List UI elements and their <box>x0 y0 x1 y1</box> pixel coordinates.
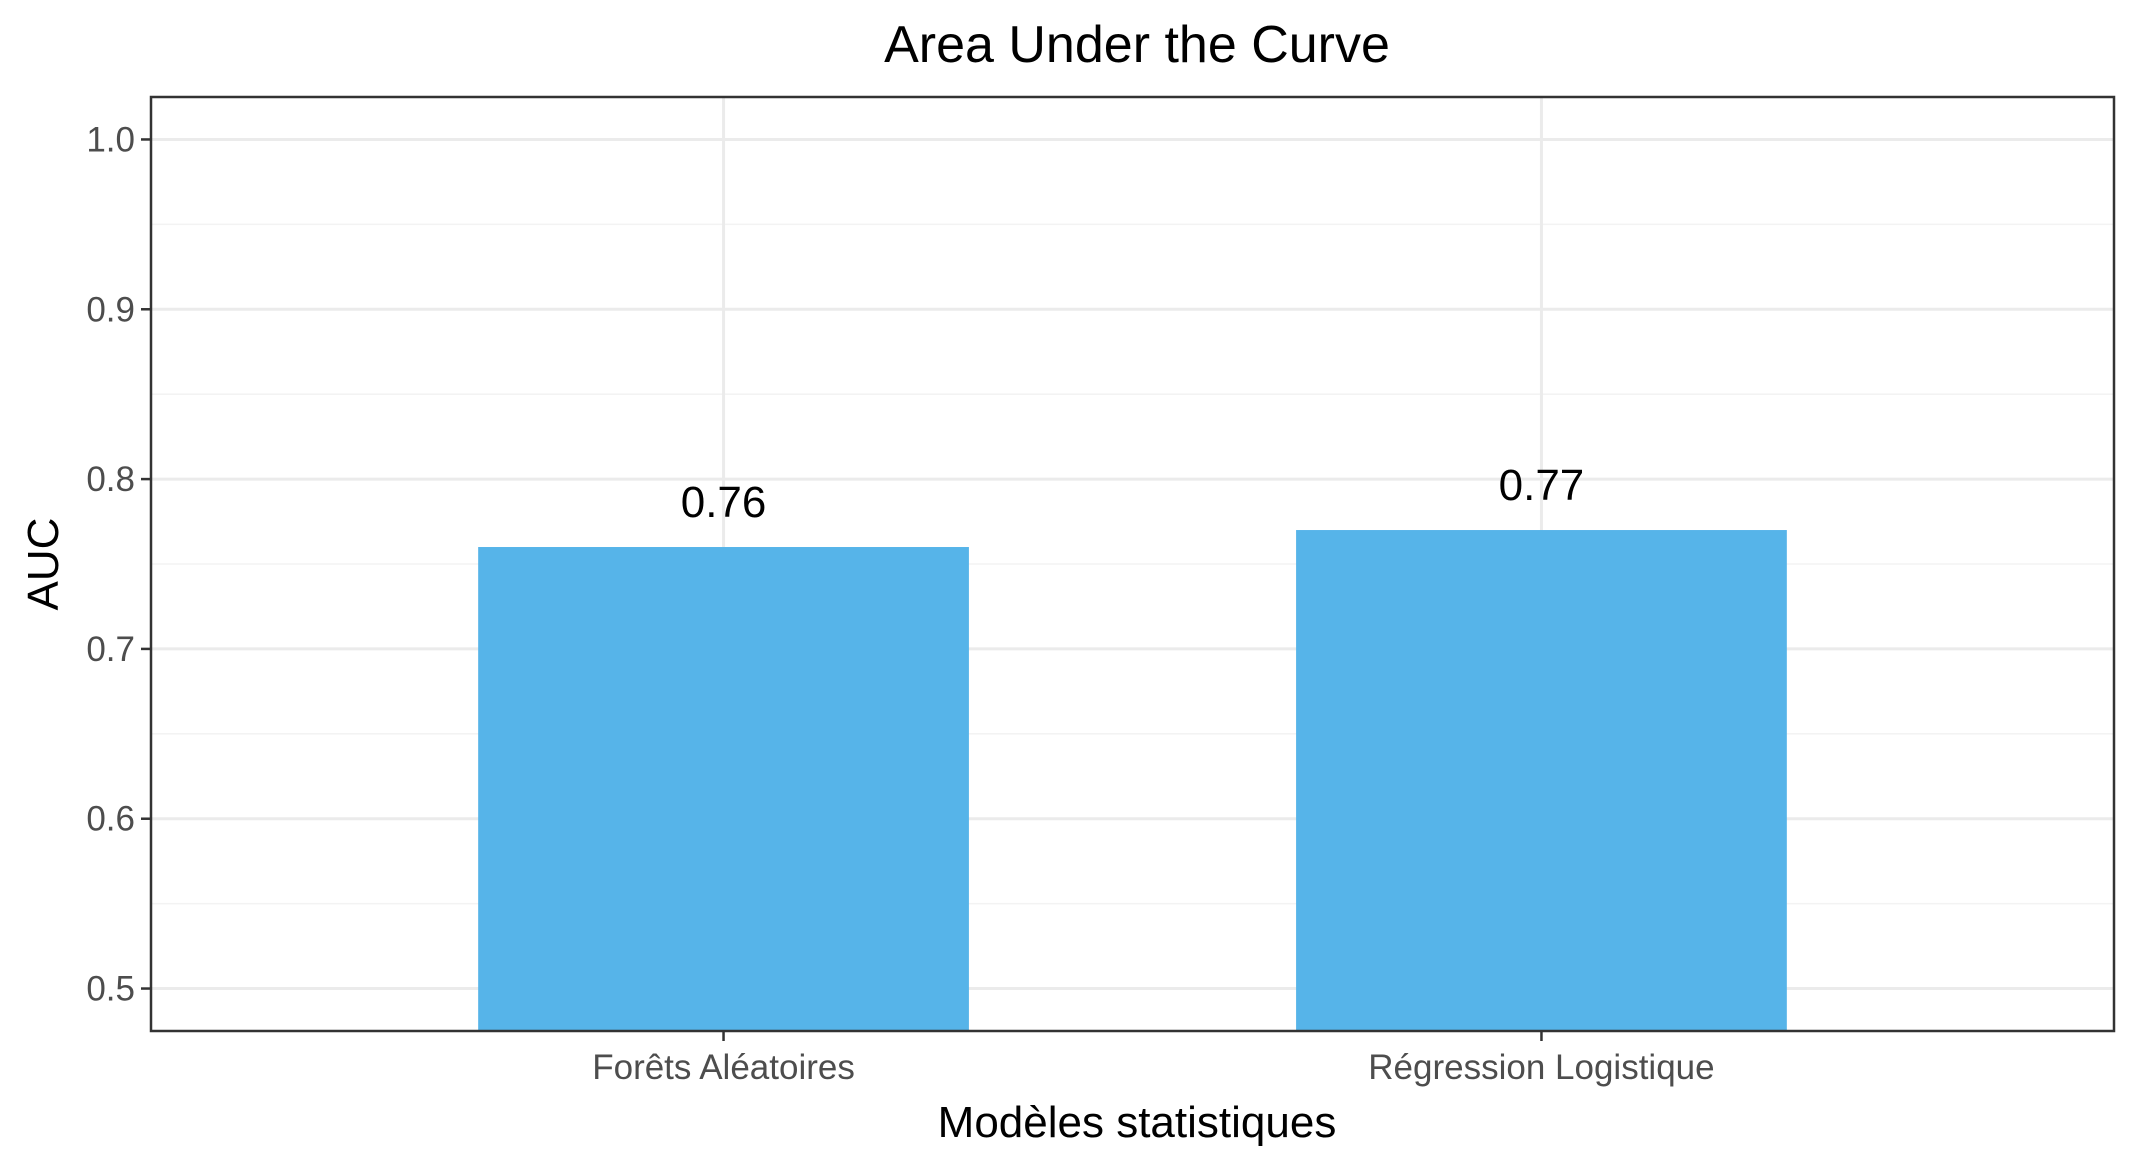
y-tick-label: 0.6 <box>86 800 135 839</box>
y-tick-label: 0.9 <box>86 290 135 329</box>
bars <box>478 530 1787 1031</box>
y-tick-label: 0.7 <box>86 630 135 669</box>
y-tick-label: 0.5 <box>86 970 135 1009</box>
data-labels: 0.76 0.77 <box>681 461 1585 527</box>
bar-value-label: 0.76 <box>681 478 767 527</box>
grid-lines <box>151 97 2114 1031</box>
bar <box>1296 530 1787 1031</box>
x-tick-label: Régression Logistique <box>1368 1048 1714 1087</box>
y-axis-title: AUC <box>19 518 68 611</box>
x-tick-label: Forêts Aléatoires <box>592 1048 855 1087</box>
bar-value-label: 0.77 <box>1499 461 1585 510</box>
y-tick-label: 1.0 <box>86 120 135 159</box>
plot-panel-border <box>149 95 2116 1033</box>
x-axis-title: Modèles statistiques <box>938 1098 1337 1147</box>
y-axis: 0.5 0.6 0.7 0.8 0.9 1.0 <box>86 120 151 1009</box>
chart-title: Area Under the Curve <box>884 16 1390 74</box>
x-axis: Forêts Aléatoires Régression Logistique <box>592 1031 1715 1087</box>
bar <box>478 547 969 1031</box>
y-tick-label: 0.8 <box>86 460 135 499</box>
